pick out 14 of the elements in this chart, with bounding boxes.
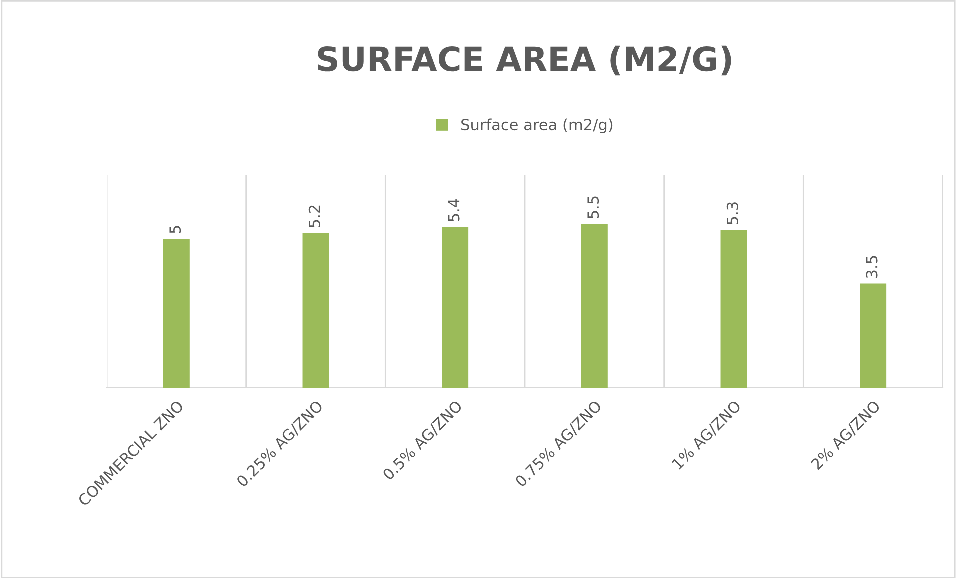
bar <box>860 284 887 388</box>
bar <box>720 230 748 388</box>
data-label: 5 <box>170 226 182 234</box>
data-label: 5.3 <box>726 202 738 224</box>
bar <box>581 224 608 388</box>
data-label: 5.5 <box>588 196 600 219</box>
bar <box>163 239 190 388</box>
bar <box>442 227 469 388</box>
legend-label: Surface area (m2/g) <box>462 118 613 134</box>
data-label: 5.2 <box>308 206 320 228</box>
data-label: 5.4 <box>448 199 460 222</box>
bar <box>302 233 330 388</box>
chart-title: SURFACE AREA (M2/G) <box>318 46 732 76</box>
data-label: 3.5 <box>866 256 878 278</box>
